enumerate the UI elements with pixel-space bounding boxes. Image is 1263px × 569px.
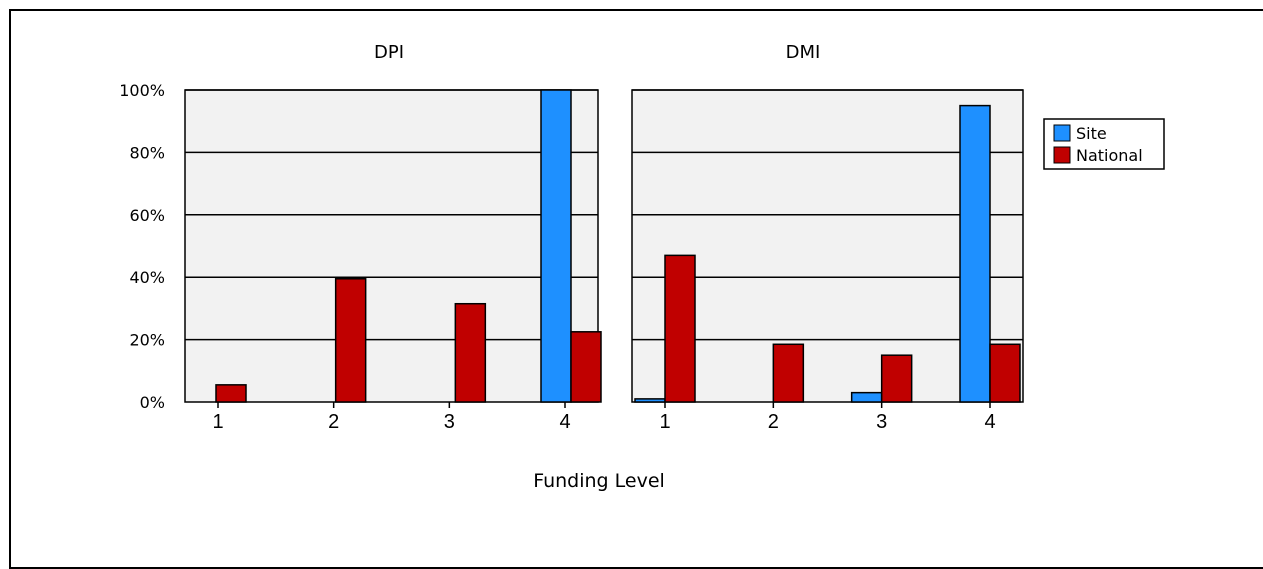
panel-title: DPI: [374, 42, 404, 63]
panel-title: DMI: [786, 42, 821, 63]
x-tick-label: 3: [444, 411, 455, 433]
bar-national-dpi-3: [454, 302, 487, 403]
bar-site-dmi-4: [959, 104, 991, 403]
x-tick-label: 1: [659, 411, 670, 433]
funding-level-chart: 0% 20% 40% 60% 80% 100% DPI 1 2 3 4 DMI 1 2 3 4 Funding…: [119, 42, 1165, 492]
bar-national-dpi-4: [570, 331, 602, 403]
y-tick-label: 40%: [129, 268, 165, 287]
y-tick-label: 100%: [119, 81, 165, 100]
y-tick-label: 80%: [129, 143, 165, 162]
plot-area: [184, 89, 599, 403]
x-axis-label: Funding Level: [533, 470, 665, 492]
legend-label-national: National: [1076, 146, 1143, 165]
panel-dpi: 0% 20% 40% 60% 80% 100% DPI 1 2 3 4: [119, 42, 602, 433]
x-tick-label: 3: [876, 411, 887, 433]
bar-site-dmi-3: [850, 391, 883, 403]
bar-national-dpi-2: [334, 278, 367, 403]
legend-swatch-site: [1053, 124, 1071, 142]
y-tick-label: 20%: [129, 331, 165, 350]
bar-national-dmi-2: [772, 343, 805, 403]
legend: Site National: [1043, 118, 1165, 170]
bar-site-dmi-1: [634, 398, 666, 403]
y-tick-label: 60%: [129, 206, 165, 225]
bar-national-dmi-3: [880, 354, 913, 403]
bar-national-dpi-1: [215, 384, 247, 403]
x-tick-label: 2: [328, 411, 339, 433]
x-tick-label: 1: [212, 411, 223, 433]
x-tick-label: 2: [768, 411, 779, 433]
legend-label-site: Site: [1076, 124, 1107, 143]
panel-dmi: DMI 1 2 3 4: [631, 42, 1024, 433]
x-tick-label: 4: [559, 411, 570, 433]
bar-national-dmi-1: [664, 254, 696, 403]
bar-national-dmi-4: [989, 343, 1021, 403]
legend-swatch-national: [1053, 146, 1071, 164]
x-tick-label: 4: [984, 411, 995, 433]
bar-site-dpi-4: [540, 89, 572, 403]
y-tick-label: 0%: [140, 393, 165, 412]
